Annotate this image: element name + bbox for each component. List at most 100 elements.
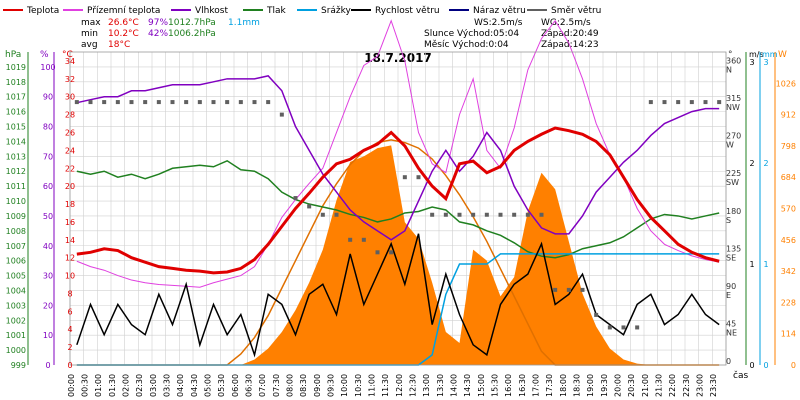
y-tick-rain: 0 bbox=[763, 361, 768, 370]
wind-dir-point bbox=[170, 100, 175, 105]
y-tick-direction-name: NW bbox=[726, 103, 740, 112]
legend-label: Směr větru bbox=[551, 6, 601, 16]
wind-dir-point bbox=[484, 212, 489, 217]
wind-dir-point bbox=[471, 212, 476, 217]
wind-dir-point bbox=[416, 175, 421, 180]
y-tick-temperature: 32 bbox=[65, 75, 75, 84]
x-tick-label: 05:30 bbox=[217, 374, 226, 397]
x-tick-label: 11:30 bbox=[381, 374, 390, 397]
y-tick-direction: 90 bbox=[726, 282, 736, 291]
wind-dir-point bbox=[279, 112, 284, 117]
wind-dir-point bbox=[293, 196, 298, 201]
y-tick-pressure: 1003 bbox=[6, 301, 26, 310]
y-tick-temperature: 26 bbox=[65, 128, 75, 137]
wind-dir-point bbox=[211, 100, 216, 105]
y-tick-humidity: 50 bbox=[43, 212, 53, 221]
y-tick-humidity: 20 bbox=[43, 301, 53, 310]
legend-label: Rychlost větru bbox=[375, 6, 440, 16]
y-tick-temperature: 4 bbox=[67, 325, 72, 334]
x-tick-label: 17:30 bbox=[545, 374, 554, 397]
x-tick-label: 13:00 bbox=[422, 374, 431, 397]
x-tick-label: 08:00 bbox=[286, 374, 295, 397]
wind-dir-point bbox=[143, 100, 148, 105]
y-tick-pressure: 1013 bbox=[6, 152, 26, 161]
wind-dir-point bbox=[553, 287, 558, 292]
y-axis-title-rain: mm bbox=[762, 50, 778, 59]
x-tick-label: 10:30 bbox=[354, 374, 363, 397]
x-tick-label: 07:00 bbox=[258, 374, 267, 397]
y-tick-direction-name: SW bbox=[726, 178, 739, 187]
wind-dir-point bbox=[635, 325, 640, 330]
stats-min-press: 1006.2hPa bbox=[168, 29, 216, 39]
solar-area bbox=[76, 145, 720, 365]
wind-dir-point bbox=[621, 325, 626, 330]
x-tick-label: 16:00 bbox=[504, 374, 513, 397]
y-tick-temperature: 34 bbox=[65, 57, 75, 66]
x-tick-label: 04:00 bbox=[176, 374, 185, 397]
x-tick-label: 17:00 bbox=[532, 374, 541, 397]
y-tick-solar: 1026 bbox=[776, 79, 796, 88]
wind-dir-point bbox=[348, 237, 353, 242]
x-tick-label: 04:30 bbox=[190, 374, 199, 397]
y-tick-rain: 1 bbox=[763, 260, 768, 269]
y-tick-solar: 0 bbox=[791, 361, 796, 370]
legend-label: Teplota bbox=[26, 6, 59, 16]
y-tick-temperature: 0 bbox=[67, 361, 72, 370]
wind-dir-point bbox=[389, 250, 394, 255]
wind-dir-point bbox=[402, 175, 407, 180]
x-tick-label: 10:00 bbox=[340, 374, 349, 397]
y-tick-direction-name: NE bbox=[726, 328, 737, 337]
wind-speed-stat: WS:2.5m/s bbox=[474, 18, 523, 28]
y-tick-solar: 228 bbox=[781, 298, 796, 307]
x-tick-label: 13:30 bbox=[436, 374, 445, 397]
x-tick-label: 20:00 bbox=[614, 374, 623, 397]
y-tick-pressure: 1014 bbox=[6, 137, 26, 146]
wind-dir-point bbox=[266, 100, 271, 105]
x-tick-label: 00:30 bbox=[81, 374, 90, 397]
y-tick-pressure: 1006 bbox=[6, 257, 26, 266]
wind-dir-point bbox=[361, 237, 366, 242]
x-tick-label: 15:00 bbox=[477, 374, 486, 397]
x-tick-label: 19:30 bbox=[600, 374, 609, 397]
x-tick-label: 01:00 bbox=[94, 374, 103, 397]
y-tick-direction: 270 bbox=[726, 132, 741, 141]
wind-dir-point bbox=[457, 212, 462, 217]
y-tick-pressure: 1004 bbox=[6, 286, 26, 295]
y-tick-temperature: 28 bbox=[65, 111, 75, 120]
x-tick-label: 09:00 bbox=[313, 374, 322, 397]
y-tick-pressure: 1012 bbox=[6, 167, 26, 176]
y-tick-temperature: 16 bbox=[65, 218, 75, 227]
wind-dir-point bbox=[252, 100, 257, 105]
x-tick-label: 12:00 bbox=[395, 374, 404, 397]
y-tick-humidity: 30 bbox=[43, 272, 53, 281]
stats-min-hum: 42% bbox=[148, 29, 168, 39]
y-tick-humidity: 100 bbox=[40, 63, 55, 72]
wind-dir-point bbox=[580, 287, 585, 292]
y-axis-title-solar: W bbox=[778, 50, 787, 60]
y-tick-pressure: 1001 bbox=[6, 331, 26, 340]
y-tick-temperature: 22 bbox=[65, 164, 75, 173]
y-tick-wind: 1 bbox=[749, 260, 754, 269]
y-tick-humidity: 10 bbox=[43, 331, 53, 340]
x-axis-label: čas bbox=[733, 370, 748, 381]
y-tick-humidity: 90 bbox=[43, 93, 53, 102]
y-tick-pressure: 1008 bbox=[6, 227, 26, 236]
wind-dir-point bbox=[225, 100, 230, 105]
y-tick-solar: 114 bbox=[781, 330, 796, 339]
y-tick-rain: 3 bbox=[763, 58, 768, 67]
stats-max-press: 1012.7hPa bbox=[168, 18, 216, 28]
y-tick-temperature: 14 bbox=[65, 236, 75, 245]
y-tick-humidity: 70 bbox=[43, 152, 53, 161]
y-tick-solar: 570 bbox=[781, 205, 796, 214]
x-tick-label: 03:30 bbox=[163, 374, 172, 397]
sun-rise: Slunce Východ:05:04 bbox=[424, 29, 519, 39]
y-tick-solar: 684 bbox=[781, 173, 796, 182]
y-tick-humidity: 80 bbox=[43, 123, 53, 132]
y-tick-pressure: 999 bbox=[11, 361, 26, 370]
wind-dir-point bbox=[156, 100, 161, 105]
y-tick-pressure: 1015 bbox=[6, 123, 26, 132]
wind-dir-point bbox=[74, 100, 79, 105]
x-tick-label: 18:00 bbox=[559, 374, 568, 397]
wind-dir-point bbox=[717, 100, 722, 105]
plot-frame bbox=[69, 51, 727, 366]
